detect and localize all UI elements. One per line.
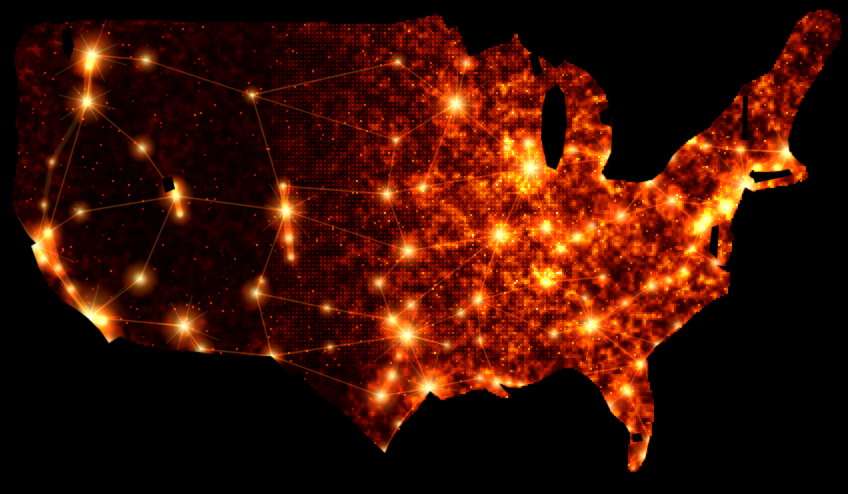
screenshot-root [0, 0, 848, 494]
us-density-heatmap-canvas [0, 0, 848, 494]
